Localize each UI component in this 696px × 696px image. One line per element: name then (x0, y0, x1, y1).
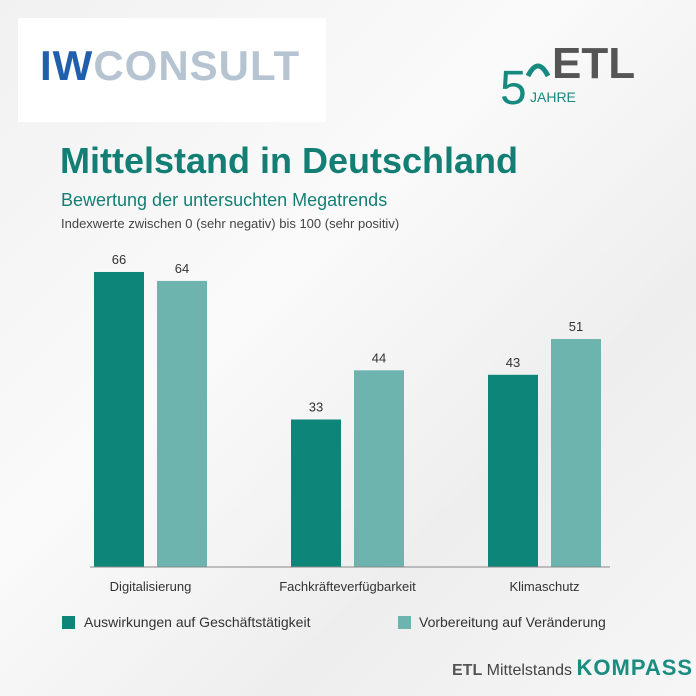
bar (291, 419, 341, 567)
svg-text:JAHRE: JAHRE (530, 89, 576, 105)
bar (354, 370, 404, 567)
legend-label-1: Auswirkungen auf Geschäftstätigkeit (84, 614, 311, 630)
legend-swatch-1 (62, 616, 75, 629)
footer-brand: ETL (452, 662, 483, 679)
footer-kompass: KOMPASS (576, 655, 694, 680)
svg-text:5: 5 (500, 62, 527, 106)
category-label: Digitalisierung (110, 579, 192, 594)
footer-text: Mittelstands (486, 662, 573, 679)
data-label: 64 (175, 261, 189, 276)
category-label: Fachkräfteverfügbarkeit (279, 579, 416, 594)
etl-50-jahre-logo: 5 ETL JAHRE (500, 39, 635, 106)
legend-swatch-2 (398, 616, 411, 629)
iw-consult-logo: IWCONSULT (40, 42, 301, 89)
data-label: 51 (569, 319, 583, 334)
category-label: Klimaschutz (509, 579, 579, 594)
footer-logo: ETL Mittelstands KOMPASS (452, 655, 693, 681)
chart-title: Mittelstand in Deutschland (60, 140, 519, 181)
bar (488, 374, 538, 567)
data-label: 43 (506, 355, 520, 370)
chart-note: Indexwerte zwischen 0 (sehr negativ) bis… (61, 216, 400, 231)
legend-label-2: Vorbereitung auf Veränderung (419, 614, 606, 630)
data-label: 44 (372, 350, 386, 365)
bar (94, 271, 144, 567)
data-label: 66 (112, 252, 126, 267)
chart-subtitle: Bewertung der untersuchten Megatrends (61, 190, 388, 210)
data-label: 33 (309, 399, 323, 414)
iw-consult-logo-box (18, 18, 326, 122)
svg-text:ETL: ETL (552, 39, 635, 88)
bar (157, 280, 207, 567)
bar (551, 339, 601, 567)
